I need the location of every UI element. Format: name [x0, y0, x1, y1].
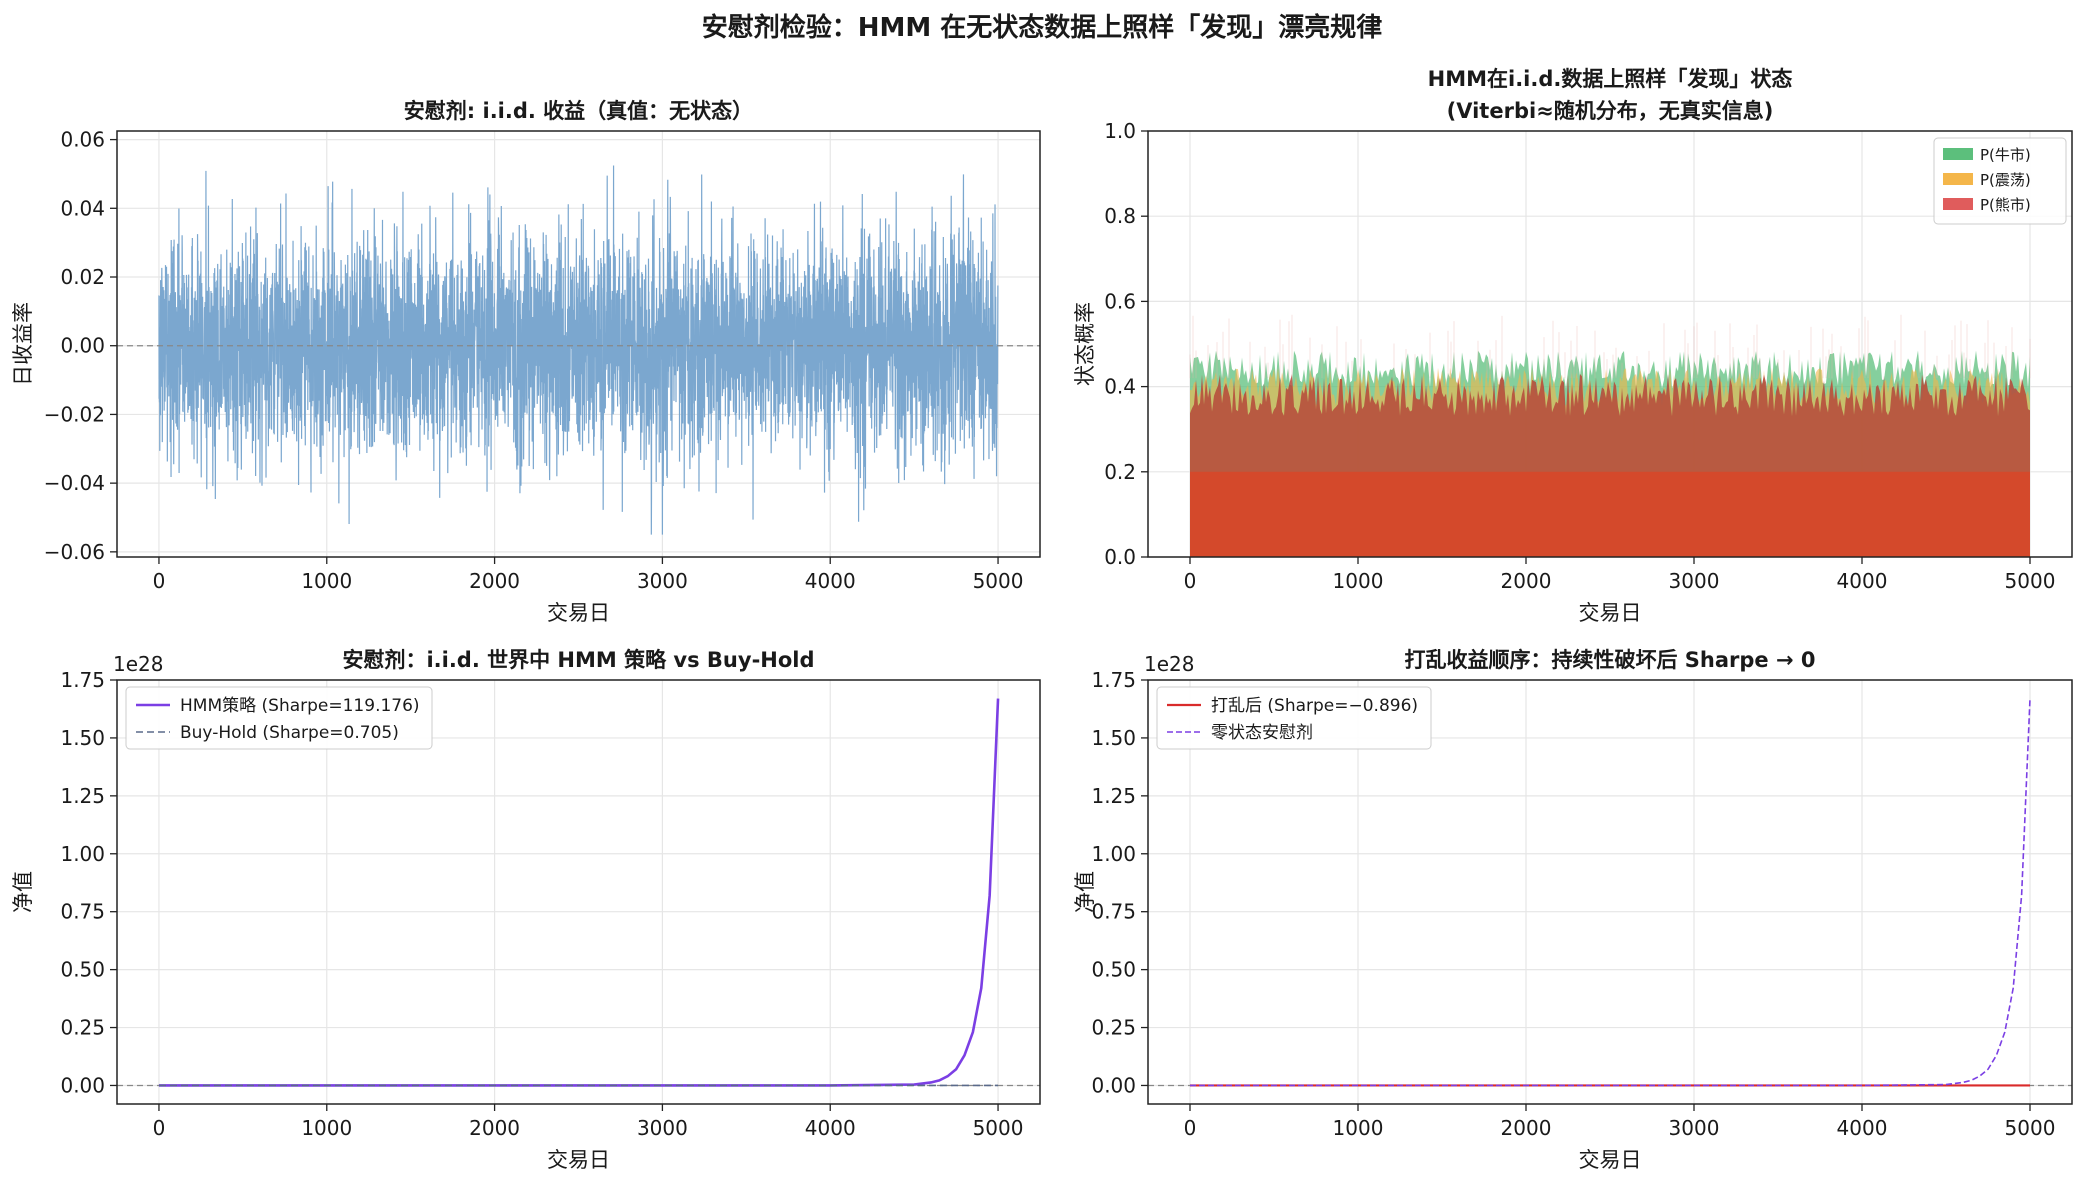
panel-title: 打乱收益顺序：持续性破坏后 Sharpe → 0	[1404, 648, 1815, 672]
y-axis-label: 净值	[11, 871, 35, 913]
x-axis-label: 交易日	[547, 601, 610, 625]
x-tick-label: 2000	[1501, 569, 1552, 593]
y-tick-label: 0.8	[1104, 204, 1136, 228]
y-tick-label: 1.50	[60, 726, 105, 750]
x-tick-label: 3000	[1669, 1116, 1720, 1140]
legend-entry: P(熊市)	[1980, 196, 2031, 214]
y-tick-label: 0.2	[1104, 460, 1136, 484]
x-tick-label: 1000	[1333, 1116, 1384, 1140]
legend-entry: 打乱后 (Sharpe=−0.896)	[1211, 696, 1418, 716]
legend-box	[1156, 686, 1432, 750]
legend-swatch	[1943, 198, 1973, 210]
y-tick-label: −0.04	[44, 471, 105, 495]
legend-entry: 零状态安慰剂	[1211, 723, 1313, 743]
x-tick-label: 2000	[469, 569, 520, 593]
x-tick-label: 0	[153, 569, 166, 593]
bear-probability-base	[1190, 471, 2030, 557]
panel-2	[1141, 130, 2073, 564]
y-axis-label: 净值	[1073, 871, 1097, 913]
y-tick-label: 0.25	[1091, 1016, 1136, 1040]
y-tick-label: 1.75	[1091, 668, 1136, 692]
axis-offset-label: 1e28	[113, 652, 163, 676]
y-tick-label: 1.50	[1091, 726, 1136, 750]
x-tick-label: 4000	[1837, 1116, 1888, 1140]
y-tick-label: 0.4	[1104, 375, 1136, 399]
plot-area	[117, 698, 1040, 1087]
axis-offset-label: 1e28	[1144, 652, 1194, 676]
legend-entry: Buy-Hold (Sharpe=0.705)	[180, 723, 399, 743]
x-tick-label: 0	[1184, 1116, 1197, 1140]
y-tick-label: 0.06	[60, 128, 105, 152]
legend-entry: P(牛市)	[1980, 146, 2031, 164]
axes-frame	[116, 130, 1041, 558]
x-tick-label: 5000	[2005, 1116, 2056, 1140]
x-tick-label: 5000	[973, 1116, 1024, 1140]
y-tick-label: 1.25	[60, 784, 105, 808]
y-tick-label: 0.00	[1091, 1073, 1136, 1097]
legend-entry: HMM策略 (Sharpe=119.176)	[180, 696, 420, 716]
plot-area	[1148, 698, 2072, 1087]
panel-title-line-1: HMM在i.i.d.数据上照样「发现」状态	[1428, 67, 1793, 91]
probability-spikes	[1189, 314, 2031, 379]
x-axis-label: 交易日	[1579, 1148, 1642, 1172]
x-tick-label: 5000	[2005, 569, 2056, 593]
y-tick-label: 1.75	[60, 668, 105, 692]
x-tick-label: 0	[1184, 569, 1197, 593]
axes-frame	[1147, 130, 2073, 558]
x-tick-label: 4000	[805, 569, 856, 593]
y-tick-label: −0.02	[44, 402, 105, 426]
y-tick-label: 0.75	[60, 900, 105, 924]
y-tick-label: 0.04	[60, 196, 105, 220]
legend-swatch	[1943, 148, 1973, 160]
figure-title: 安慰剂检验：HMM 在无状态数据上照样「发现」漂亮规律	[702, 12, 1383, 43]
plot-area	[1189, 314, 2031, 557]
x-tick-label: 2000	[1501, 1116, 1552, 1140]
panel-4	[1141, 679, 2073, 1111]
y-tick-label: 1.00	[60, 842, 105, 866]
y-tick-label: 0.00	[60, 1073, 105, 1097]
x-tick-label: 4000	[805, 1116, 856, 1140]
panel-3	[110, 679, 1041, 1111]
y-tick-label: 1.0	[1104, 119, 1136, 143]
x-tick-label: 3000	[637, 569, 688, 593]
y-tick-label: 0.50	[1091, 958, 1136, 982]
x-axis-label: 交易日	[1579, 601, 1642, 625]
panel-title-line-2: (Viterbi≈随机分布，无真实信息)	[1447, 99, 1774, 123]
legend-entry: P(震荡)	[1980, 171, 2031, 189]
y-tick-label: 1.00	[1091, 842, 1136, 866]
x-tick-label: 1000	[1333, 569, 1384, 593]
y-tick-label: −0.06	[44, 540, 105, 564]
y-tick-label: 0.02	[60, 265, 105, 289]
x-axis-label: 交易日	[547, 1148, 610, 1172]
panel-1	[110, 130, 1041, 564]
legend-box	[125, 686, 433, 750]
y-tick-label: 0.50	[60, 958, 105, 982]
y-axis-label: 日收益率	[11, 302, 35, 386]
y-tick-label: 0.00	[60, 334, 105, 358]
x-tick-label: 5000	[973, 569, 1024, 593]
x-tick-label: 0	[153, 1116, 166, 1140]
y-axis-label: 状态概率	[1073, 302, 1097, 386]
y-tick-label: 0.0	[1104, 545, 1136, 569]
panel-title: 安慰剂: i.i.d. 收益（真值：无状态）	[404, 99, 753, 123]
panel-title: 安慰剂：i.i.d. 世界中 HMM 策略 vs Buy-Hold	[342, 648, 814, 672]
x-tick-label: 3000	[1669, 569, 1720, 593]
x-tick-label: 1000	[301, 569, 352, 593]
x-tick-label: 4000	[1837, 569, 1888, 593]
y-tick-label: 1.25	[1091, 784, 1136, 808]
placebo-line	[1190, 698, 2031, 1087]
x-tick-label: 2000	[469, 1116, 520, 1140]
axes-frame	[116, 679, 1041, 1105]
y-tick-label: 0.6	[1104, 289, 1136, 313]
legend-swatch	[1943, 173, 1973, 185]
x-tick-label: 1000	[301, 1116, 352, 1140]
returns-series-line	[158, 165, 999, 535]
y-tick-label: 0.25	[60, 1016, 105, 1040]
x-tick-label: 3000	[637, 1116, 688, 1140]
axes-frame	[1147, 679, 2073, 1105]
y-tick-label: 0.75	[1091, 900, 1136, 924]
plot-area	[117, 165, 1040, 535]
